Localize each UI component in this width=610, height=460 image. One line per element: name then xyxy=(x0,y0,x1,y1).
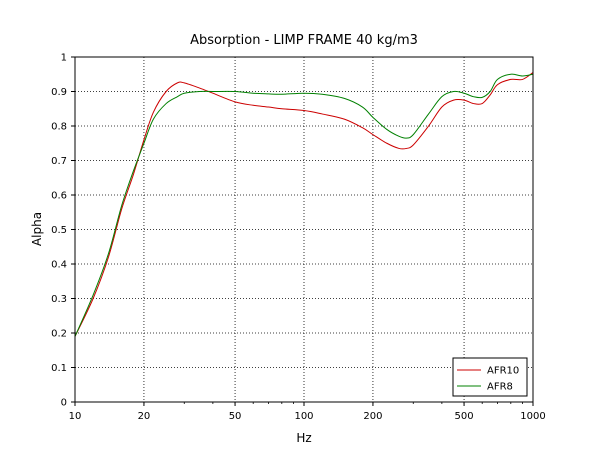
x-tick-label: 10 xyxy=(69,411,82,422)
y-tick-label: 0.1 xyxy=(51,363,67,374)
y-tick-label: 0.5 xyxy=(51,225,67,236)
grid xyxy=(75,57,533,402)
legend-label: AFR10 xyxy=(487,366,519,377)
axis-ticks: 0 0.1 0.2 0.3 0.4 0.5 0.6 0.7 0.8 0.9 1 10 20 50 100 20… xyxy=(51,53,546,423)
x-tick-label: 20 xyxy=(138,411,151,422)
x-tick-label: 50 xyxy=(229,411,242,422)
legend-label: AFR8 xyxy=(487,382,513,393)
y-tick-label: 0.8 xyxy=(51,122,67,133)
y-tick-label: 0.6 xyxy=(51,191,67,202)
y-tick-label: 0.4 xyxy=(51,260,67,271)
y-tick-label: 0.9 xyxy=(51,87,67,98)
x-tick-label: 500 xyxy=(455,411,474,422)
y-tick-label: 1 xyxy=(61,53,67,64)
x-tick-label: 1000 xyxy=(520,411,545,422)
y-tick-label: 0 xyxy=(61,398,67,409)
y-tick-label: 0.3 xyxy=(51,294,67,305)
y-axis-label: Alpha xyxy=(30,212,44,246)
legend: AFR10 AFR8 xyxy=(452,357,528,397)
series-line-afr10 xyxy=(74,72,534,337)
chart-title: Absorption - LIMP FRAME 40 kg/m3 xyxy=(190,33,418,48)
y-tick-label: 0.2 xyxy=(51,329,67,340)
x-axis-label: Hz xyxy=(296,431,311,445)
series-lines xyxy=(74,72,534,337)
x-tick-label: 200 xyxy=(363,411,382,422)
legend-box xyxy=(452,357,528,397)
x-tick-label: 100 xyxy=(294,411,313,422)
series-line-afr8 xyxy=(74,73,534,337)
y-tick-label: 0.7 xyxy=(51,156,67,167)
